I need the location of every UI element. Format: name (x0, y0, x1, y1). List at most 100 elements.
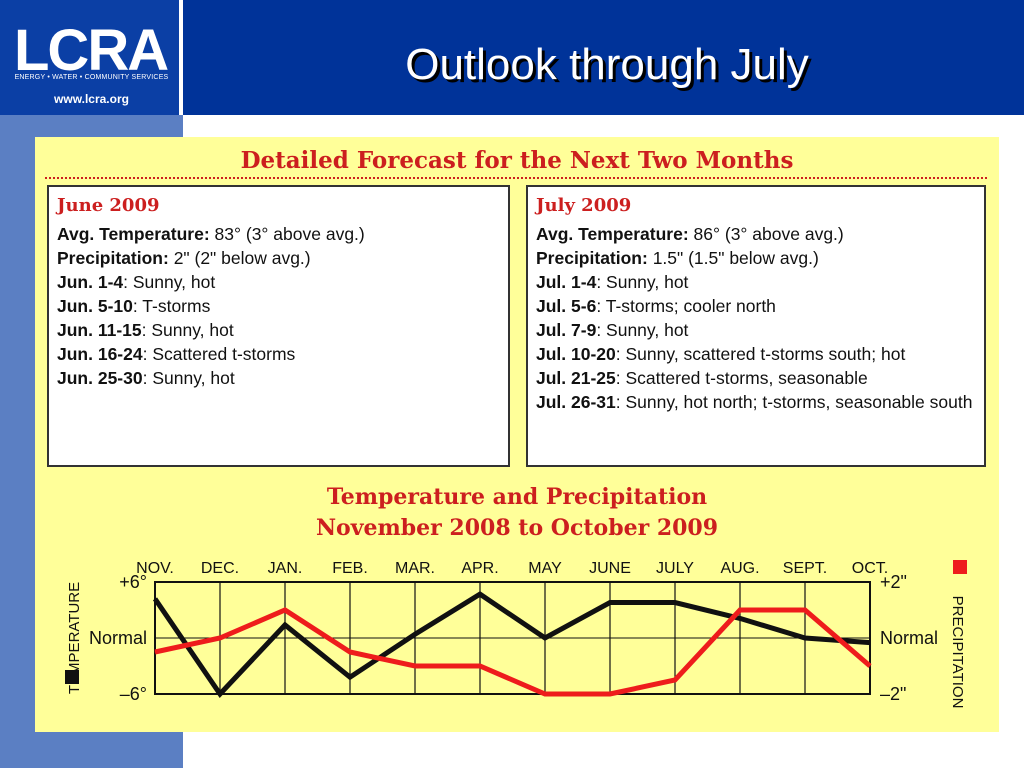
chart-title-line: Temperature and Precipitation (326, 484, 708, 510)
forecast-line-label: Jun. 11-15 (57, 320, 142, 340)
forecast-line: Avg. Temperature: 86° (3° above avg.) (536, 222, 976, 246)
data-point-temperature (544, 637, 546, 639)
x-tick-label: MAY (528, 560, 562, 577)
data-point-temperature (284, 624, 286, 626)
forecast-line-text: 83° (3° above avg.) (209, 224, 365, 244)
data-point-temperature (154, 598, 156, 600)
forecast-line-text: : Sunny, hot north; t-storms, seasonable… (615, 392, 973, 412)
data-point-temperature (414, 633, 416, 635)
y-tick-label-left: Normal (89, 628, 147, 648)
chart-title-line: November 2008 to October 2009 (315, 515, 719, 541)
series-line-precipitation (154, 607, 872, 697)
forecast-line: Jul. 26-31: Sunny, hot north; t-storms, … (536, 390, 976, 414)
data-point-precipitation (739, 609, 741, 611)
data-point-precipitation (219, 637, 221, 639)
forecast-line: Jun. 1-4: Sunny, hot (57, 270, 500, 294)
x-tick-label: JUNE (589, 560, 631, 577)
x-tick-label: DEC. (201, 560, 239, 577)
data-point-temperature (869, 642, 871, 644)
forecast-line: Jun. 11-15: Sunny, hot (57, 318, 500, 342)
forecast-line-text: : Sunny, hot (141, 320, 234, 340)
forecast-line-label: Jun. 25-30 (57, 368, 143, 388)
data-point-temperature (479, 593, 481, 595)
data-point-temperature (804, 637, 806, 639)
y-tick-label-right: +2" (880, 572, 907, 592)
x-tick-label: JULY (656, 560, 694, 577)
data-point-precipitation (479, 665, 481, 667)
y-tick-label-right: –2" (880, 684, 906, 704)
forecast-line-label: Jun. 16-24 (57, 344, 143, 364)
forecast-line-label: Jul. 26-31 (536, 392, 616, 412)
x-tick-label: APR. (461, 560, 498, 577)
series-line-temperature (152, 591, 871, 698)
forecast-line-text: : T-storms (132, 296, 211, 316)
data-point-precipitation (674, 679, 676, 681)
month-heading: July 2009 (536, 195, 632, 216)
divider (0, 115, 1024, 137)
forecast-line-text: : Scattered t-storms, seasonable (615, 368, 868, 388)
forecast-line-text: 2" (2" below avg.) (168, 248, 311, 268)
june-forecast-box: June 2009 Avg. Temperature: 83° (3° abov… (47, 185, 510, 467)
temp-precip-chart: NOV. DEC. JAN. FEB. MAR. APR. MAY JUNE JULY AUG. S… (65, 560, 967, 709)
x-tick-label: FEB. (332, 560, 368, 577)
forecast-line-text: : Scattered t-storms (142, 344, 296, 364)
forecast-line: Avg. Temperature: 83° (3° above avg.) (57, 222, 500, 246)
forecast-line-label: Precipitation: (57, 248, 169, 268)
x-tick-label: NOV. (136, 560, 174, 577)
y-tick-label-left: –6° (120, 684, 147, 704)
page-title: Outlook through July (405, 40, 809, 89)
y-axis-label-right: PRECIPITATION (949, 596, 966, 709)
forecast-line: Jun. 25-30: Sunny, hot (57, 366, 500, 390)
forecast-line: Precipitation: 2" (2" below avg.) (57, 246, 500, 270)
site-url[interactable]: www.lcra.org (54, 92, 129, 106)
data-point-temperature (739, 617, 741, 619)
forecast-line: Jul. 10-20: Sunny, scattered t-storms so… (536, 342, 976, 366)
data-point-temperature (349, 676, 351, 678)
data-point-precipitation (349, 651, 351, 653)
lcra-logo-icon: LCRA (14, 22, 170, 74)
data-point-precipitation (869, 665, 871, 667)
forecast-line: Jul. 5-6: T-storms; cooler north (536, 294, 976, 318)
forecast-lines: Avg. Temperature: 86° (3° above avg.) Pre… (536, 222, 976, 414)
forecast-line: Jul. 1-4: Sunny, hot (536, 270, 976, 294)
forecast-panel: Detailed Forecast for the Next Two Month… (35, 137, 999, 732)
logo-wordmark: LCRA (14, 22, 168, 74)
data-point-temperature (609, 602, 611, 604)
forecast-line-label: Jul. 7-9 (536, 320, 597, 340)
legend-swatch-temperature (65, 670, 79, 684)
data-point-temperature (674, 602, 676, 604)
data-point-precipitation (804, 609, 806, 611)
logo[interactable]: LCRA ENERGY • WATER • COMMUNITY SERVICES… (0, 0, 183, 115)
data-point-precipitation (544, 693, 546, 695)
data-point-temperature (219, 693, 221, 695)
forecast-line-text: : Sunny, hot (596, 272, 689, 292)
x-tick-label: AUG. (720, 560, 759, 577)
chart-title: Temperature and Precipitation November 20… (35, 482, 999, 544)
x-tick-label: SEPT. (783, 560, 827, 577)
forecast-line-text: : Sunny, hot (142, 368, 235, 388)
forecast-line-label: Jul. 5-6 (536, 296, 597, 316)
x-tick-label: OCT. (852, 560, 888, 577)
forecast-line-label: Precipitation: (536, 248, 648, 268)
forecast-line: Jun. 5-10: T-storms (57, 294, 500, 318)
y-tick-label-left: +6° (119, 572, 147, 592)
y-tick-label-right: Normal (880, 628, 938, 648)
forecast-line-label: Jun. 1-4 (57, 272, 124, 292)
data-point-precipitation (414, 665, 416, 667)
logo-tagline: ENERGY • WATER • COMMUNITY SERVICES (14, 74, 169, 81)
forecast-line-label: Avg. Temperature: (536, 224, 689, 244)
forecast-line-label: Jul. 1-4 (536, 272, 597, 292)
forecast-line: Jun. 16-24: Scattered t-storms (57, 342, 500, 366)
forecast-line-text: 86° (3° above avg.) (688, 224, 844, 244)
forecast-line-text: : T-storms; cooler north (596, 296, 776, 316)
forecast-line-label: Jun. 5-10 (57, 296, 133, 316)
data-point-precipitation (284, 609, 286, 611)
forecast-line: Jul. 21-25: Scattered t-storms, seasonab… (536, 366, 976, 390)
forecast-line-text: 1.5" (1.5" below avg.) (647, 248, 819, 268)
dotted-divider (45, 177, 987, 179)
forecast-line-label: Jul. 10-20 (536, 344, 616, 364)
data-point-precipitation (154, 651, 156, 653)
forecast-title: Detailed Forecast for the Next Two Month… (240, 147, 794, 174)
forecast-line-text: : Sunny, hot (596, 320, 689, 340)
forecast-line-text: : Sunny, scattered t-storms south; hot (615, 344, 906, 364)
